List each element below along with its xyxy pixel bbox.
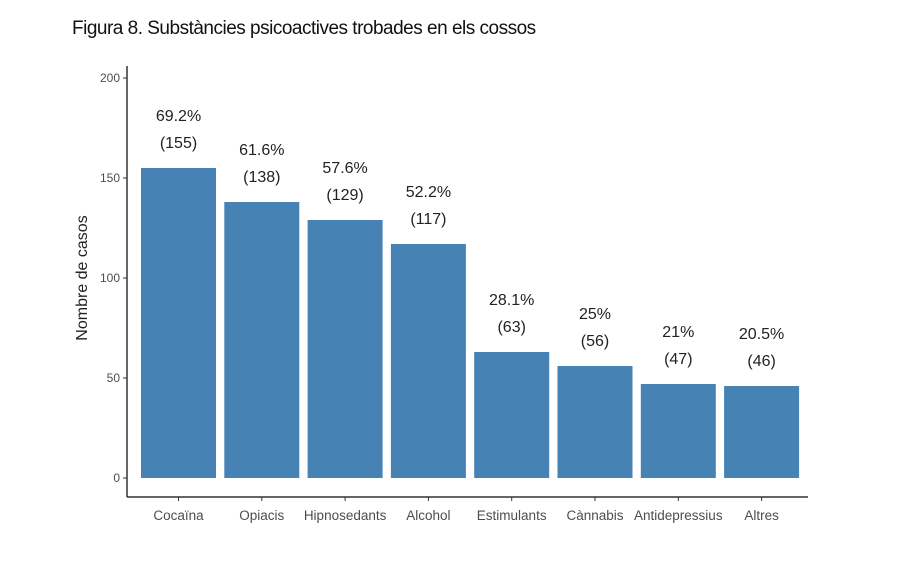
- count-label: (129): [326, 187, 363, 204]
- bar-opiacis: [224, 202, 300, 478]
- percent-label: 52.2%: [406, 184, 451, 201]
- x-tick-label: Opiacis: [239, 508, 284, 523]
- y-tick-label: 150: [100, 171, 120, 185]
- x-tick-label: Hipnosedants: [304, 508, 387, 523]
- y-tick-label: 0: [113, 471, 120, 485]
- x-tick-label: Cànnabis: [566, 508, 623, 523]
- count-label: (56): [581, 333, 609, 350]
- y-axis-label: Nombre de casos: [74, 215, 91, 340]
- y-tick-label: 200: [100, 71, 120, 85]
- count-label: (117): [410, 211, 446, 228]
- percent-label: 20.5%: [739, 326, 784, 343]
- bar-hipnosedants: [307, 220, 383, 478]
- y-tick-label: 100: [100, 271, 120, 285]
- chart-title: Figura 8. Substàncies psicoactives troba…: [72, 18, 536, 39]
- count-label: (155): [160, 135, 197, 152]
- x-tick-label: Estimulants: [477, 508, 547, 523]
- percent-label: 69.2%: [156, 108, 201, 125]
- x-tick-label: Cocaïna: [153, 508, 204, 523]
- count-label: (46): [747, 353, 775, 370]
- count-label: (138): [243, 169, 280, 186]
- percent-label: 25%: [579, 306, 611, 323]
- percent-label: 57.6%: [322, 160, 367, 177]
- bar-alcohol: [390, 244, 466, 478]
- count-label: (47): [664, 351, 692, 368]
- bar-antidepressius: [640, 384, 716, 478]
- count-label: (63): [497, 319, 525, 336]
- x-tick-label: Altres: [744, 508, 779, 523]
- bar-altres: [724, 386, 800, 478]
- x-tick-label: Antidepressius: [634, 508, 723, 523]
- percent-label: 61.6%: [239, 142, 284, 159]
- x-tick-label: Alcohol: [406, 508, 450, 523]
- bar-cocaïna: [141, 168, 216, 478]
- percent-label: 21%: [662, 324, 694, 341]
- bar-estimulants: [474, 352, 550, 478]
- y-tick-label: 50: [107, 371, 121, 385]
- percent-label: 28.1%: [489, 292, 534, 309]
- bar-cànnabis: [557, 366, 633, 478]
